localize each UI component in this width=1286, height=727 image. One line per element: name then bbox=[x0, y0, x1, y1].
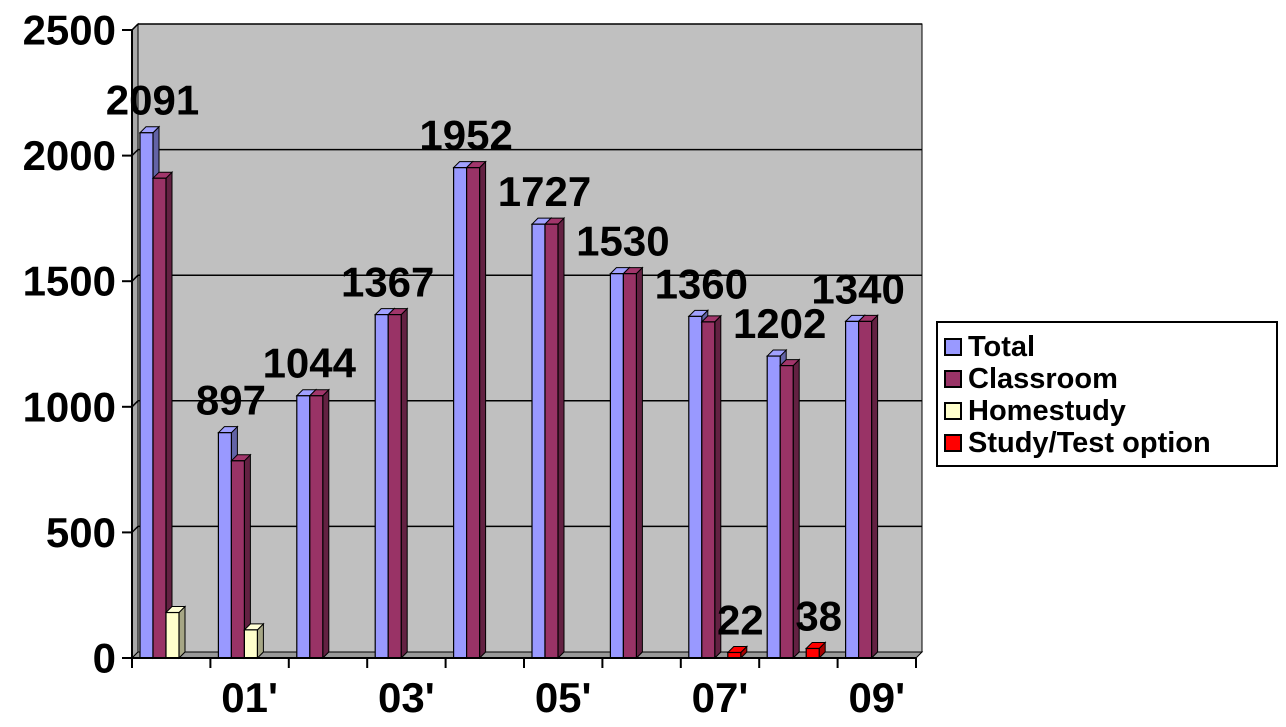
bar-total-8-front bbox=[766, 355, 781, 659]
legend-item-homestudy: Homestudy bbox=[944, 395, 1270, 427]
y-tick-label-2500: 2500 bbox=[23, 7, 116, 54]
x-tick-label-01: 01' bbox=[221, 674, 278, 721]
bar-homestudy-0-front bbox=[165, 611, 180, 659]
legend-swatch-total bbox=[944, 338, 962, 356]
data-label-total-1: 897 bbox=[196, 377, 266, 424]
legend-swatch-study-test-option bbox=[944, 434, 962, 452]
bar-classroom-6 bbox=[622, 266, 644, 660]
bar-total-4-front bbox=[453, 167, 468, 659]
legend-item-study-test-option: Study/Test option bbox=[944, 427, 1270, 459]
bar-classroom-5 bbox=[543, 216, 566, 660]
bar-classroom-6-front bbox=[622, 273, 638, 659]
bar-classroom-4-front bbox=[466, 167, 481, 659]
bar-classroom-7-front bbox=[701, 321, 716, 659]
x-tick-label-07: 07' bbox=[692, 674, 749, 721]
bar-study-test-option-8-front bbox=[805, 647, 820, 659]
y-tick-label-2000: 2000 bbox=[23, 132, 116, 179]
bar-classroom-2 bbox=[308, 388, 331, 660]
bar-classroom-0 bbox=[151, 171, 174, 660]
legend-swatch-homestudy bbox=[944, 402, 962, 420]
bar-classroom-3-front bbox=[387, 314, 402, 659]
legend-label-homestudy: Homestudy bbox=[968, 395, 1126, 427]
bar-homestudy-0 bbox=[164, 605, 187, 660]
data-label-total-5: 1727 bbox=[498, 168, 591, 215]
bar-classroom-2-front bbox=[309, 395, 324, 659]
data-label-total-2: 1044 bbox=[263, 340, 357, 387]
data-label-total-3: 1367 bbox=[341, 259, 434, 306]
data-label-total-4: 1952 bbox=[419, 112, 512, 159]
chart-legend: Total Classroom Homestudy Study/Test opt… bbox=[936, 321, 1278, 467]
data-label-total-0: 2091 bbox=[106, 77, 199, 124]
data-label-total-9: 1340 bbox=[811, 265, 904, 312]
bar-total-0-front bbox=[139, 132, 154, 659]
bar-total-6-front bbox=[609, 273, 625, 659]
bar-total-7-front bbox=[688, 315, 703, 659]
x-tick-label-09: 09' bbox=[848, 674, 905, 721]
data-label-study-test-option-7: 22 bbox=[717, 596, 764, 643]
bar-total-2-front bbox=[296, 395, 311, 659]
bar-classroom-3-side bbox=[400, 307, 408, 660]
bar-classroom-6-side bbox=[635, 266, 643, 660]
bar-total-1-front bbox=[217, 432, 232, 659]
data-label-total-7: 1360 bbox=[655, 260, 748, 307]
bar-study-test-option-7 bbox=[726, 645, 749, 660]
y-tick-label-1500: 1500 bbox=[23, 258, 116, 305]
data-label-study-test-option-8: 38 bbox=[795, 592, 842, 639]
y-tick-label-500: 500 bbox=[46, 509, 116, 556]
bar-classroom-9-side bbox=[871, 314, 879, 660]
legend-item-total: Total bbox=[944, 331, 1270, 363]
legend-label-study-test-option: Study/Test option bbox=[968, 427, 1211, 459]
y-tick-label-1000: 1000 bbox=[23, 383, 116, 430]
legend-label-total: Total bbox=[968, 331, 1036, 363]
data-label-total-6: 1530 bbox=[576, 218, 669, 265]
data-label-total-8: 1202 bbox=[733, 300, 826, 347]
bar-total-5-front bbox=[531, 223, 546, 659]
bar-total-3-front bbox=[374, 314, 389, 659]
y-tick-label-0: 0 bbox=[93, 635, 116, 682]
bar-total-9-front bbox=[844, 320, 860, 659]
legend-swatch-classroom bbox=[944, 370, 962, 388]
legend-item-classroom: Classroom bbox=[944, 363, 1270, 395]
bar-classroom-3 bbox=[386, 307, 409, 660]
bar-homestudy-0-side bbox=[178, 605, 186, 660]
bar-classroom-5-front bbox=[544, 223, 559, 659]
bar-classroom-7 bbox=[700, 314, 723, 660]
bar-classroom-0-front bbox=[152, 177, 167, 659]
legend-label-classroom: Classroom bbox=[968, 363, 1118, 395]
axes: 0 500 1000 1500 2000 2500 01' 03' 05' 07' 09' bbox=[23, 7, 917, 721]
bar-classroom-9 bbox=[857, 314, 879, 660]
x-tick-label-05: 05' bbox=[535, 674, 592, 721]
bar-classroom-1-front bbox=[230, 460, 245, 659]
x-tick-label-03: 03' bbox=[378, 674, 435, 721]
gridline-side-2500 bbox=[131, 23, 139, 31]
bar-classroom-9-front bbox=[857, 320, 873, 659]
bar-classroom-4 bbox=[465, 160, 487, 660]
bar-classroom-5-side bbox=[557, 216, 565, 660]
bar-classroom-8-front bbox=[779, 365, 794, 659]
bar-classroom-4-side bbox=[479, 160, 487, 660]
bar-classroom-2-side bbox=[322, 388, 330, 660]
bar-classroom-0-side bbox=[165, 171, 173, 660]
bar-homestudy-1 bbox=[243, 622, 265, 660]
bar-homestudy-1-front bbox=[243, 629, 258, 659]
